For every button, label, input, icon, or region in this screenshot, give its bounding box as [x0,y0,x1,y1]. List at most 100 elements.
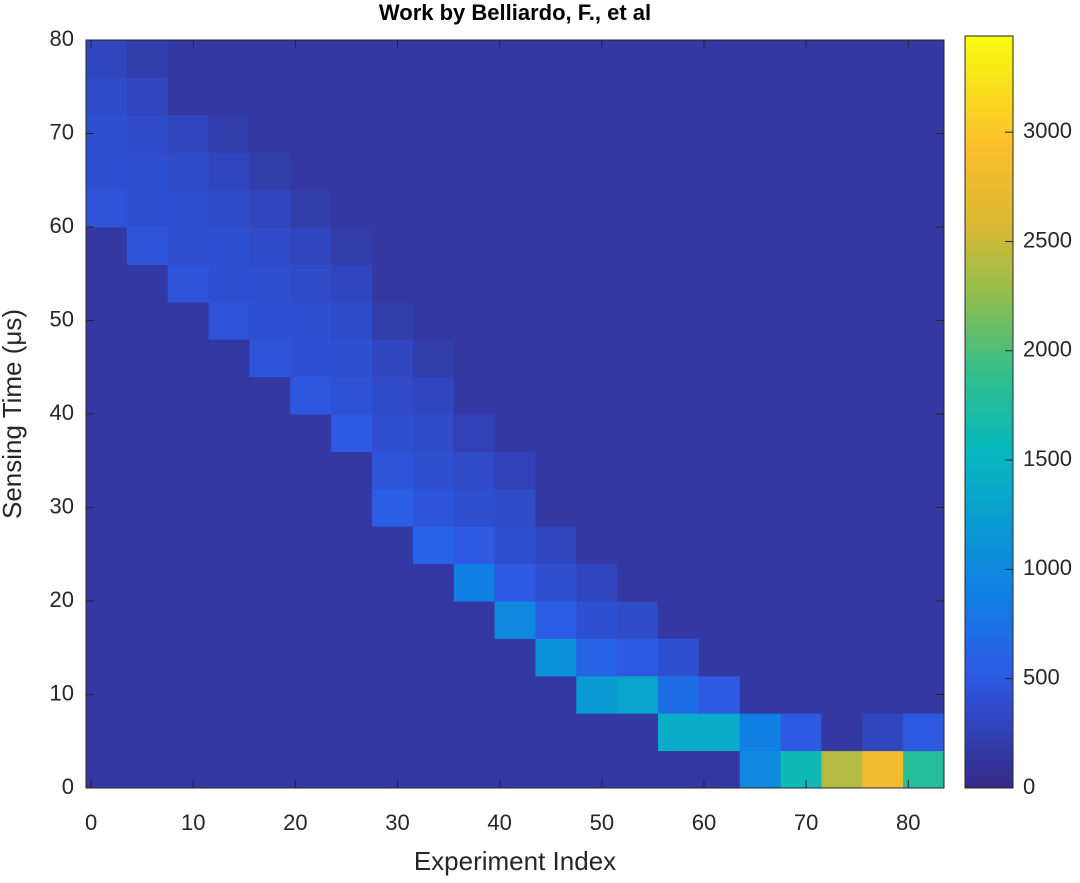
colorbar-tick-label: 1500 [1023,446,1072,471]
heatmap-cell [617,40,659,78]
heatmap-cell [617,264,659,303]
heatmap-cell [862,638,904,677]
heatmap-cell [290,40,332,78]
heatmap-cell [249,264,291,303]
heatmap-cell [86,414,128,452]
heatmap-cell [126,563,169,602]
heatmap-cell [739,713,782,752]
heatmap-cell [453,713,496,752]
heatmap-cell [780,713,822,752]
heatmap-cell [167,376,210,415]
heatmap-cell [167,339,210,378]
heatmap-cell [617,675,659,714]
heatmap-cell [903,414,945,452]
heatmap-cell [821,376,863,415]
heatmap-cell [535,414,577,452]
heatmap [86,40,945,789]
heatmap-cell [86,638,128,677]
heatmap-cell [780,339,822,378]
heatmap-cell [698,152,741,191]
heatmap-cell [821,563,863,602]
y-axis-label: Sensing Time (μs) [0,309,27,519]
heatmap-cell [86,713,128,752]
heatmap-cell [821,451,863,490]
heatmap-cell [290,601,332,639]
heatmap-cell [535,601,577,639]
heatmap-cell [167,451,210,490]
heatmap-cell [739,114,782,153]
heatmap-cell [739,301,782,340]
heatmap-cell [617,189,659,228]
heatmap-cell [494,152,536,191]
heatmap-cell [494,675,536,714]
heatmap-cell [617,638,659,677]
heatmap-cell [658,526,700,565]
heatmap-cell [453,526,496,565]
heatmap-cell [576,77,618,116]
heatmap-cell [698,227,741,265]
heatmap-cell [617,601,659,639]
colorbar-tick-label: 0 [1023,774,1035,799]
heatmap-cell [290,750,332,789]
heatmap-cell [290,301,332,340]
heatmap-cell [331,114,373,153]
heatmap-cell [617,376,659,415]
heatmap-cell [658,750,700,789]
heatmap-cell [576,339,618,378]
heatmap-cell [780,750,822,789]
heatmap-cell [658,189,700,228]
heatmap-cell [453,339,496,378]
heatmap-cell [739,563,782,602]
heatmap-cell [821,675,863,714]
heatmap-cell [576,264,618,303]
heatmap-cell [698,488,741,527]
heatmap-cell [780,227,822,265]
heatmap-cell [126,750,169,789]
heatmap-cell [780,638,822,677]
heatmap-cell [167,227,210,265]
heatmap-cell [739,227,782,265]
heatmap-cell [535,227,577,265]
heatmap-cell [412,339,455,378]
heatmap-cell [903,451,945,490]
heatmap-cell [126,189,169,228]
heatmap-cell [453,301,496,340]
chart-title: Work by Belliardo, F., et al [379,0,651,25]
heatmap-cell [86,750,128,789]
heatmap-cell [167,713,210,752]
heatmap-cell [126,301,169,340]
heatmap-cell [903,376,945,415]
heatmap-cell [535,77,577,116]
x-tick-label: 20 [283,810,307,835]
heatmap-cell [290,227,332,265]
heatmap-cell [412,40,455,78]
heatmap-cell [535,114,577,153]
heatmap-cell [821,638,863,677]
heatmap-cell [412,713,455,752]
heatmap-cell [412,414,455,452]
heatmap-cell [658,77,700,116]
heatmap-cell [167,189,210,228]
heatmap-cell [821,750,863,789]
heatmap-cell [821,488,863,527]
heatmap-cell [780,451,822,490]
heatmap-cell [453,376,496,415]
y-tick-label: 20 [50,587,74,612]
heatmap-cell [698,713,741,752]
heatmap-cell [208,376,250,415]
heatmap-cell [780,152,822,191]
heatmap-cell [167,563,210,602]
heatmap-cell [249,114,291,153]
heatmap-cell [290,526,332,565]
heatmap-cell [821,40,863,78]
heatmap-cell [535,376,577,415]
heatmap-cell [780,601,822,639]
heatmap-cell [372,77,414,116]
heatmap-cell [698,376,741,415]
heatmap-cell [862,526,904,565]
heatmap-cell [576,227,618,265]
heatmap-cell [862,563,904,602]
y-tick-label: 50 [50,306,74,331]
heatmap-cell [331,376,373,415]
heatmap-cell [576,189,618,228]
